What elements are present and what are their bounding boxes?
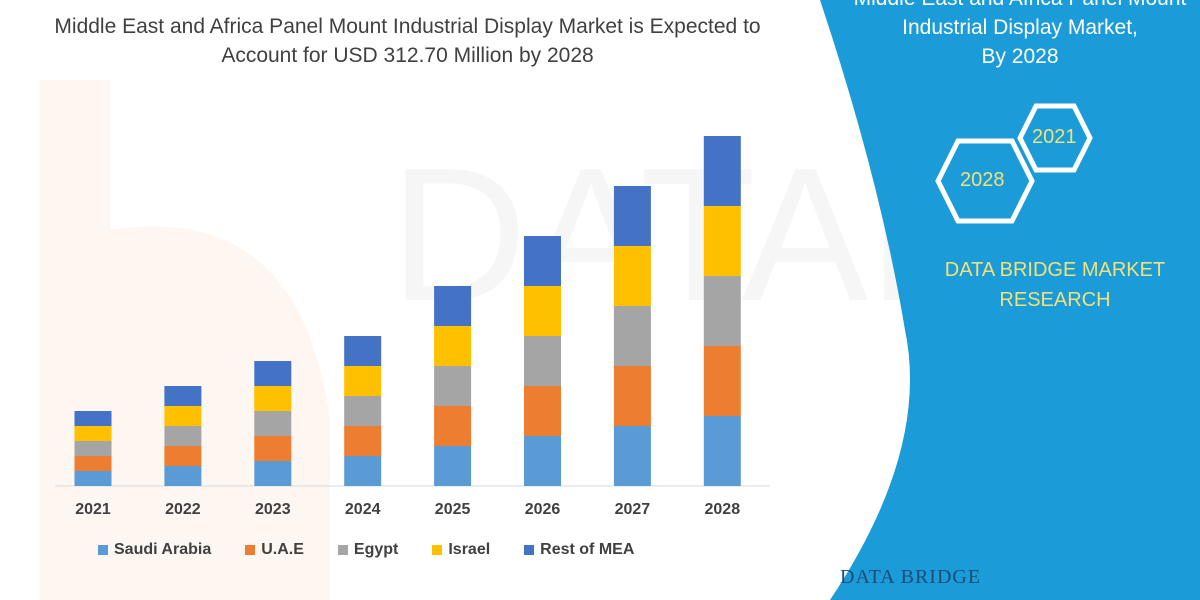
legend-item: Rest of MEA xyxy=(524,541,634,559)
bar-segment-2023-israel xyxy=(254,386,292,411)
bar-segment-2028-u-a-e xyxy=(703,346,741,416)
legend-swatch xyxy=(524,545,535,555)
title-line-1: Middle East and Africa Panel Mount Indus… xyxy=(54,15,761,38)
bar-segment-2026-saudi-arabia xyxy=(524,436,561,486)
bar-segment-2023-egypt xyxy=(254,411,292,436)
bar-segment-2024-u-a-e xyxy=(344,426,382,456)
brand-line-2: RESEARCH xyxy=(999,289,1111,311)
bar-segment-2025-u-a-e xyxy=(434,406,472,446)
legend: Saudi Arabia U.A.E Egypt Israel Rest of MEA xyxy=(98,541,668,559)
bar-segment-2025-egypt xyxy=(434,366,472,406)
legend-label: Saudi Arabia xyxy=(114,541,212,558)
bar-segment-2022-saudi-arabia xyxy=(164,466,202,486)
bar-segment-2023-u-a-e xyxy=(254,436,292,461)
legend-item: Saudi Arabia xyxy=(98,541,211,559)
x-tick-label: 2028 xyxy=(704,501,741,518)
legend-label: Rest of MEA xyxy=(540,541,635,558)
bar-segment-2025-saudi-arabia xyxy=(434,446,472,486)
bar-segment-2024-saudi-arabia xyxy=(344,456,382,486)
legend-swatch xyxy=(245,545,256,555)
side-title-line-2: Industrial Display Market, xyxy=(902,16,1138,39)
bar-segment-2022-israel xyxy=(164,406,202,426)
bar-segment-2027-saudi-arabia xyxy=(613,426,651,486)
x-tick-label: 2027 xyxy=(614,501,651,518)
x-tick-label: 2023 xyxy=(255,501,291,518)
legend-swatch xyxy=(432,545,443,555)
bar-segment-2022-egypt xyxy=(164,426,202,446)
side-panel xyxy=(820,0,1200,600)
hex-label-2028: 2028 xyxy=(960,169,1005,191)
hex-label-2021: 2021 xyxy=(1032,126,1077,148)
bar-segment-2024-rest-of-mea xyxy=(344,336,382,366)
x-tick-label: 2026 xyxy=(524,501,561,518)
side-title: Middle East and Africa Panel Mount Indus… xyxy=(820,0,1200,71)
bar-segment-2025-israel xyxy=(434,326,472,366)
bar-segment-2025-rest-of-mea xyxy=(434,286,472,326)
bar-segment-2021-rest-of-mea xyxy=(74,411,112,426)
bar-segment-2024-israel xyxy=(344,366,382,396)
bar-segment-2026-israel xyxy=(524,286,561,336)
bar-segment-2021-israel xyxy=(74,426,112,441)
bar-segment-2021-saudi-arabia xyxy=(74,471,112,486)
bar-segment-2024-egypt xyxy=(344,396,382,426)
legend-swatch xyxy=(98,545,108,555)
bar-segment-2022-u-a-e xyxy=(164,446,202,466)
legend-label: Israel xyxy=(448,541,491,558)
bar-segment-2028-rest-of-mea xyxy=(703,136,741,206)
x-tick-label: 2025 xyxy=(434,501,471,518)
hex-2028 xyxy=(935,138,1035,224)
bar-segment-2021-u-a-e xyxy=(74,456,112,471)
hex-2021 xyxy=(1017,103,1093,173)
legend-item: Israel xyxy=(432,541,490,559)
bar-segment-2026-u-a-e xyxy=(524,386,561,436)
legend-item: Egypt xyxy=(337,541,399,559)
bar-segment-2027-israel xyxy=(613,246,651,306)
brand-line-1: DATA BRIDGE MARKET xyxy=(944,259,1166,281)
brand-text: DATA BRIDGE MARKET RESEARCH xyxy=(920,255,1190,315)
bar-segment-2028-israel xyxy=(703,206,741,276)
legend-item: U.A.E xyxy=(245,541,304,559)
x-tick-label: 2021 xyxy=(75,501,111,518)
bar-segment-2027-u-a-e xyxy=(613,366,651,426)
bar-segment-2027-rest-of-mea xyxy=(613,186,651,246)
bar-segment-2021-egypt xyxy=(74,441,112,456)
legend-label: U.A.E xyxy=(261,541,304,558)
x-tick-label: 2022 xyxy=(165,501,201,518)
chart-title: Middle East and Africa Panel Mount Indus… xyxy=(0,12,815,70)
logo: DATA BRIDGE xyxy=(840,566,982,588)
x-tick-label: 2024 xyxy=(344,501,381,518)
bar-segment-2027-egypt xyxy=(613,306,651,366)
legend-label: Egypt xyxy=(353,541,399,558)
bar-segment-2022-rest-of-mea xyxy=(164,386,202,406)
side-title-line-1: Middle East and Africa Panel Mount xyxy=(820,0,1200,13)
bar-segment-2028-saudi-arabia xyxy=(703,416,741,486)
bar-segment-2023-rest-of-mea xyxy=(254,361,292,386)
bars xyxy=(74,136,741,486)
bar-segment-2028-egypt xyxy=(703,276,741,346)
legend-swatch xyxy=(337,545,348,555)
bar-segment-2023-saudi-arabia xyxy=(254,461,292,486)
bar-segment-2026-egypt xyxy=(524,336,561,386)
bar-segment-2026-rest-of-mea xyxy=(524,236,561,286)
title-line-2: Account for USD 312.70 Million by 2028 xyxy=(221,44,594,67)
side-title-line-3: By 2028 xyxy=(981,45,1059,68)
